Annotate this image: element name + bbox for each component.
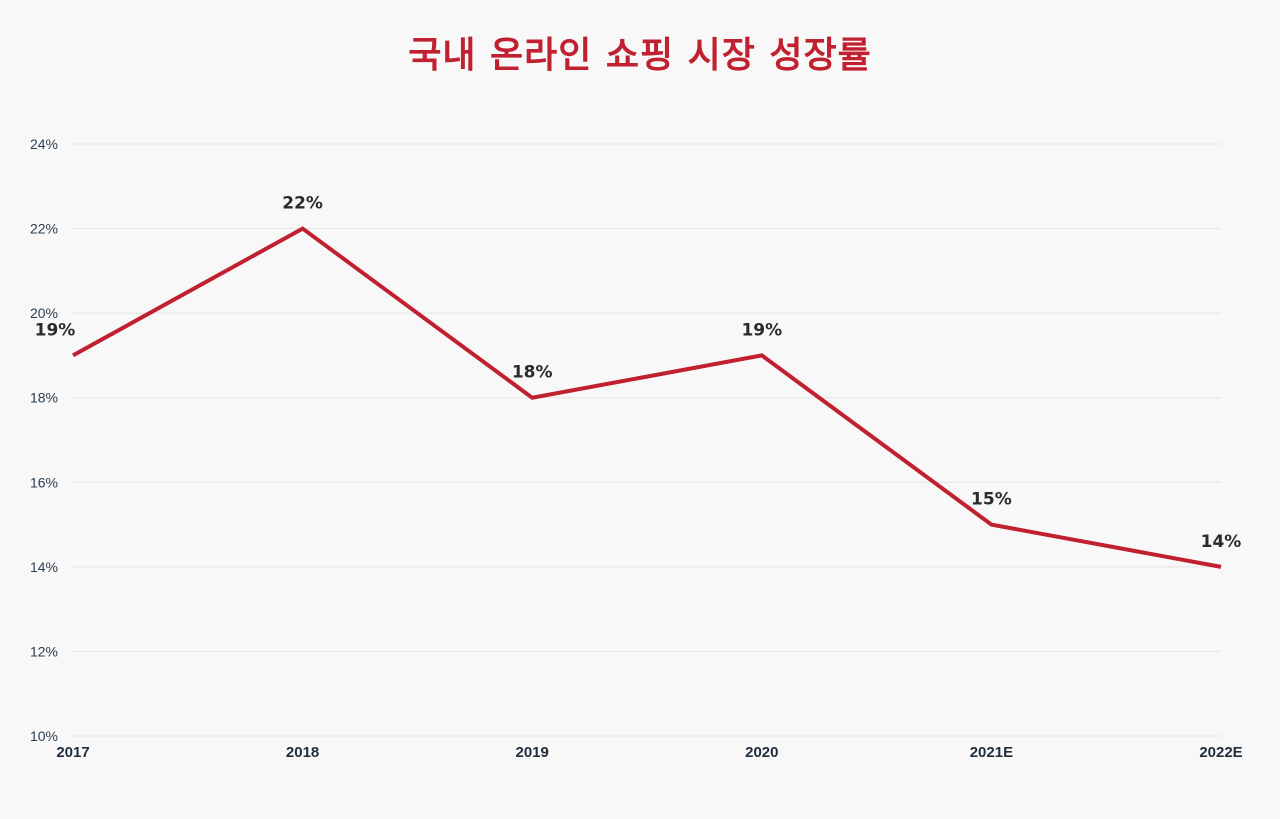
data-label: 19% — [35, 320, 76, 340]
y-tick-label: 18% — [30, 390, 58, 406]
y-tick-label: 10% — [30, 728, 58, 744]
data-label: 14% — [1201, 532, 1242, 552]
series-line — [72, 226, 1222, 569]
data-label: 15% — [971, 490, 1012, 510]
data-label: 22% — [282, 194, 323, 214]
x-tick-label: 2017 — [56, 744, 89, 761]
data-label: 18% — [512, 363, 553, 383]
y-axis: 10% 12% 14% 16% 18% 20% 22% 24% — [30, 136, 58, 744]
chart-title: 국내 온라인 쇼핑 시장 성장률 — [408, 35, 872, 76]
y-tick-label: 16% — [30, 474, 58, 490]
series-line-path — [72, 226, 1222, 569]
x-tick-label: 2018 — [286, 744, 319, 761]
y-tick-label: 20% — [30, 305, 58, 321]
x-axis: 2017 2018 2019 2020 2021E 2022E — [56, 744, 1242, 761]
x-tick-label: 2020 — [745, 744, 778, 761]
y-tick-label: 14% — [30, 559, 58, 575]
data-labels: 19% 22% 18% 19% 15% 14% — [35, 194, 1242, 552]
x-tick-label: 2021E — [970, 744, 1013, 761]
y-tick-label: 24% — [30, 136, 58, 152]
y-tick-label: 12% — [30, 643, 58, 659]
y-tick-label: 22% — [30, 221, 58, 237]
grid-lines — [73, 143, 1221, 737]
data-label: 19% — [741, 320, 782, 340]
x-tick-label: 2019 — [516, 744, 549, 761]
x-tick-label: 2022E — [1199, 744, 1242, 761]
